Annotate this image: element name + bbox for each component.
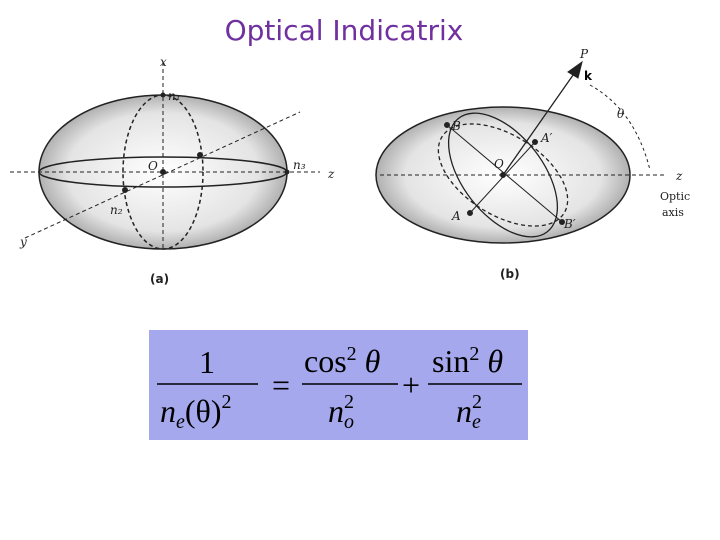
eq-text: n — [328, 393, 344, 429]
figure-b — [375, 60, 665, 244]
eq-text: e — [176, 411, 185, 433]
eq-text: 2 — [347, 343, 357, 365]
eq-text: θ — [479, 343, 503, 379]
label: A — [451, 209, 461, 223]
eq-text: o — [344, 411, 354, 433]
caption: (b) — [500, 267, 520, 281]
label: O — [148, 159, 158, 173]
eq-text: 1 — [199, 344, 215, 380]
eq-text: n2 o — [328, 391, 354, 433]
eq-text: θ — [357, 343, 381, 379]
slide-title: Optical Indicatrix — [225, 14, 464, 47]
label: O — [494, 157, 504, 171]
eq-text: 2 — [472, 391, 482, 413]
eq-text: = — [272, 367, 290, 403]
eq-text: (θ) — [185, 393, 222, 429]
label: B — [451, 119, 461, 133]
caption: (a) — [150, 272, 169, 286]
label: n₂ — [110, 203, 123, 217]
eq-text: n2 e — [456, 391, 482, 433]
label: y — [19, 235, 27, 249]
label: B′ — [563, 217, 576, 231]
eq-text: n — [456, 393, 472, 429]
eq-text: + — [402, 367, 420, 403]
label: n₁ — [168, 89, 181, 103]
eq-text: n — [160, 393, 176, 429]
label: Optic — [660, 190, 690, 203]
label: z — [675, 169, 683, 183]
eq-text: ne(θ)2 — [160, 391, 232, 433]
label: k — [584, 69, 593, 83]
eq-text: sin — [432, 343, 469, 379]
eq-text: cos — [304, 343, 347, 379]
label: z — [327, 167, 335, 181]
eq-text: sin2 θ — [432, 343, 503, 379]
label: A′ — [540, 131, 553, 145]
label: n₃ — [293, 158, 306, 172]
figure-a — [10, 62, 320, 250]
eq-text: e — [472, 411, 481, 433]
equation-box — [149, 330, 528, 440]
eq-text: 2 — [469, 343, 479, 365]
label: axis — [662, 206, 684, 219]
eq-text: 2 — [222, 391, 232, 413]
label: θ — [617, 107, 625, 121]
label: x — [160, 55, 167, 69]
eq-text: cos2 θ — [304, 343, 380, 379]
label: P — [579, 47, 589, 61]
eq-text: 2 — [344, 391, 354, 413]
